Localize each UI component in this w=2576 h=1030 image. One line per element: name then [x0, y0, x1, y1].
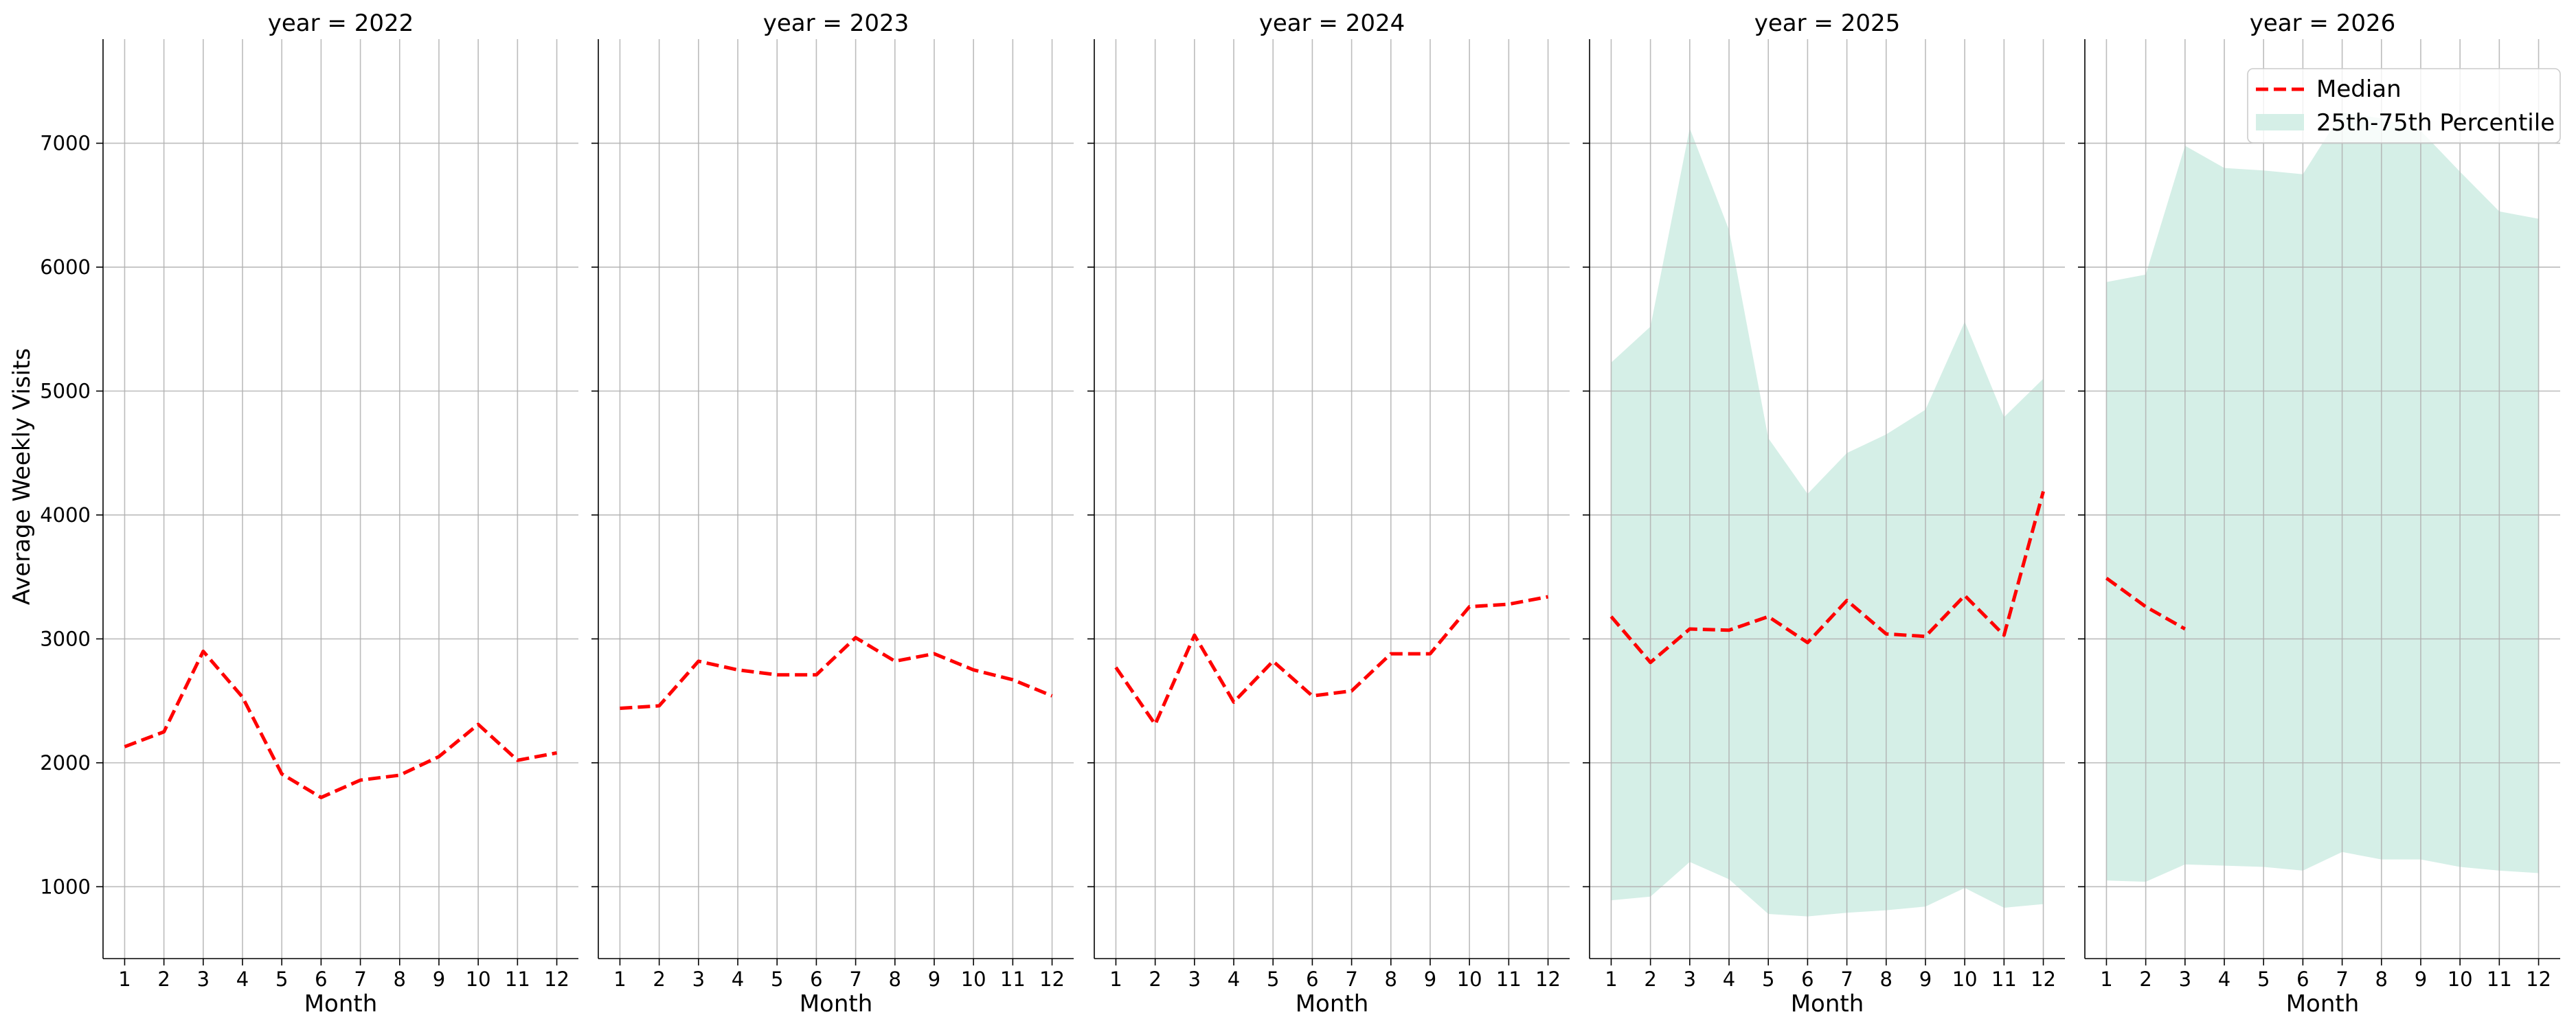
x-tick-label: 10 — [466, 968, 491, 991]
x-tick-label: 10 — [2448, 968, 2473, 991]
y-axis-title: Average Weekly Visits — [8, 348, 36, 605]
y-tick-label: 1000 — [40, 875, 91, 898]
median-line — [124, 649, 558, 799]
x-tick-label: 3 — [2179, 968, 2191, 991]
x-tick-label: 10 — [1457, 968, 1482, 991]
x-tick-label: 1 — [613, 968, 626, 991]
x-tick-label: 4 — [1228, 968, 1240, 991]
x-tick-label: 11 — [1496, 968, 1522, 991]
x-axis-label: Month — [1296, 990, 1369, 1018]
x-tick-label: 3 — [1188, 968, 1201, 991]
y-tick-label: 3000 — [40, 627, 91, 650]
x-tick-label: 10 — [961, 968, 986, 991]
panel-title: year = 2022 — [268, 10, 414, 37]
x-tick-label: 12 — [2031, 968, 2056, 991]
x-tick-label: 3 — [1684, 968, 1696, 991]
x-axis-label: Month — [2286, 990, 2360, 1018]
percentile-band — [1611, 128, 2044, 917]
x-tick-label: 6 — [1801, 968, 1814, 991]
x-tick-label: 5 — [2257, 968, 2270, 991]
x-tick-label: 6 — [2296, 968, 2309, 991]
x-tick-label: 6 — [315, 968, 327, 991]
x-tick-label: 1 — [1605, 968, 1617, 991]
x-tick-label: 4 — [2218, 968, 2230, 991]
x-tick-label: 8 — [1880, 968, 1893, 991]
x-tick-label: 6 — [810, 968, 822, 991]
x-tick-label: 7 — [354, 968, 366, 991]
x-tick-label: 3 — [197, 968, 210, 991]
x-tick-label: 11 — [505, 968, 530, 991]
x-tick-label: 5 — [1267, 968, 1279, 991]
x-tick-label: 11 — [1000, 968, 1026, 991]
x-tick-label: 9 — [1919, 968, 1932, 991]
x-tick-label: 7 — [1840, 968, 1853, 991]
x-tick-label: 3 — [692, 968, 705, 991]
x-tick-label: 9 — [433, 968, 445, 991]
legend-box — [2247, 68, 2561, 144]
percentile-band — [2106, 112, 2539, 882]
median-line — [1114, 595, 1549, 726]
x-tick-label: 4 — [1723, 968, 1735, 991]
x-tick-label: 11 — [1991, 968, 2017, 991]
x-tick-label: 9 — [2415, 968, 2427, 991]
x-tick-label: 7 — [1345, 968, 1357, 991]
x-tick-label: 5 — [275, 968, 288, 991]
x-tick-label: 6 — [1306, 968, 1318, 991]
x-tick-label: 1 — [1109, 968, 1122, 991]
x-tick-label: 10 — [1952, 968, 1978, 991]
median-line — [620, 636, 1053, 710]
panel-title: year = 2024 — [1259, 10, 1405, 37]
x-tick-label: 2 — [157, 968, 170, 991]
legend-median-label: Median — [2316, 76, 2402, 103]
legend: Median 25th-75th Percentile — [2247, 68, 2561, 144]
x-tick-label: 8 — [394, 968, 406, 991]
legend-band-swatch — [2256, 114, 2304, 130]
x-tick-label: 8 — [1385, 968, 1397, 991]
x-tick-label: 4 — [732, 968, 744, 991]
x-tick-label: 9 — [1424, 968, 1436, 991]
x-tick-label: 8 — [2375, 968, 2388, 991]
y-tick-label: 5000 — [40, 380, 91, 403]
y-tick-label: 2000 — [40, 751, 91, 775]
y-tick-label: 4000 — [40, 503, 91, 527]
median-line — [1609, 491, 2045, 665]
x-tick-label: 2 — [1644, 968, 1656, 991]
x-tick-label: 9 — [928, 968, 940, 991]
x-tick-label: 7 — [849, 968, 861, 991]
x-tick-label: 12 — [1535, 968, 1561, 991]
x-tick-label: 12 — [2526, 968, 2551, 991]
x-tick-label: 8 — [889, 968, 901, 991]
x-tick-label: 5 — [1762, 968, 1774, 991]
y-tick-label: 7000 — [40, 132, 91, 155]
x-axis-label: Month — [800, 990, 873, 1018]
x-tick-label: 7 — [2336, 968, 2348, 991]
panel-title: year = 2025 — [1754, 10, 1900, 37]
panel-title: year = 2023 — [763, 10, 909, 37]
x-tick-label: 12 — [1039, 968, 1065, 991]
x-tick-label: 2 — [1149, 968, 1161, 991]
median-line — [2105, 576, 2187, 631]
y-tick-label: 6000 — [40, 255, 91, 279]
x-tick-label: 12 — [544, 968, 569, 991]
legend-band-label: 25th-75th Percentile — [2316, 109, 2555, 137]
x-tick-label: 2 — [653, 968, 665, 991]
panel-title: year = 2026 — [2250, 10, 2395, 37]
x-tick-label: 2 — [2139, 968, 2151, 991]
x-tick-label: 1 — [118, 968, 131, 991]
x-axis-label: Month — [304, 990, 378, 1018]
x-tick-label: 4 — [236, 968, 249, 991]
x-axis-label: Month — [1791, 990, 1864, 1018]
x-tick-label: 1 — [2100, 968, 2112, 991]
x-tick-label: 11 — [2487, 968, 2512, 991]
y-axis-title-text: Average Weekly Visits — [8, 348, 36, 605]
x-tick-label: 5 — [771, 968, 783, 991]
